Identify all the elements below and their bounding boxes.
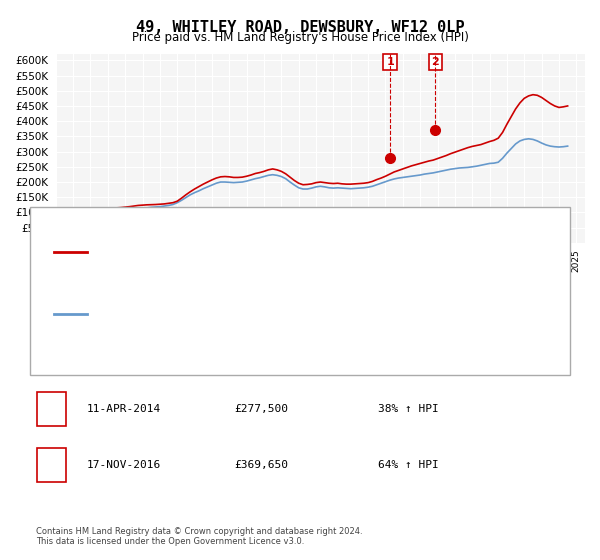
Text: 2: 2	[431, 57, 439, 67]
Text: £369,650: £369,650	[234, 460, 288, 470]
Text: 49, WHITLEY ROAD, DEWSBURY, WF12 0LP: 49, WHITLEY ROAD, DEWSBURY, WF12 0LP	[136, 20, 464, 35]
Text: 1: 1	[47, 404, 55, 414]
Text: Contains HM Land Registry data © Crown copyright and database right 2024.
This d: Contains HM Land Registry data © Crown c…	[36, 526, 362, 546]
Text: HPI: Average price, detached house, Kirklees: HPI: Average price, detached house, Kirk…	[90, 309, 325, 319]
Text: 49, WHITLEY ROAD, DEWSBURY, WF12 0LP (detached house): 49, WHITLEY ROAD, DEWSBURY, WF12 0LP (de…	[90, 247, 407, 257]
Text: 38% ↑ HPI: 38% ↑ HPI	[378, 404, 439, 414]
Text: 64% ↑ HPI: 64% ↑ HPI	[378, 460, 439, 470]
Text: 1: 1	[386, 57, 394, 67]
Text: £277,500: £277,500	[234, 404, 288, 414]
Text: Price paid vs. HM Land Registry's House Price Index (HPI): Price paid vs. HM Land Registry's House …	[131, 31, 469, 44]
Text: 2: 2	[47, 460, 55, 470]
Text: 11-APR-2014: 11-APR-2014	[87, 404, 161, 414]
Text: 17-NOV-2016: 17-NOV-2016	[87, 460, 161, 470]
